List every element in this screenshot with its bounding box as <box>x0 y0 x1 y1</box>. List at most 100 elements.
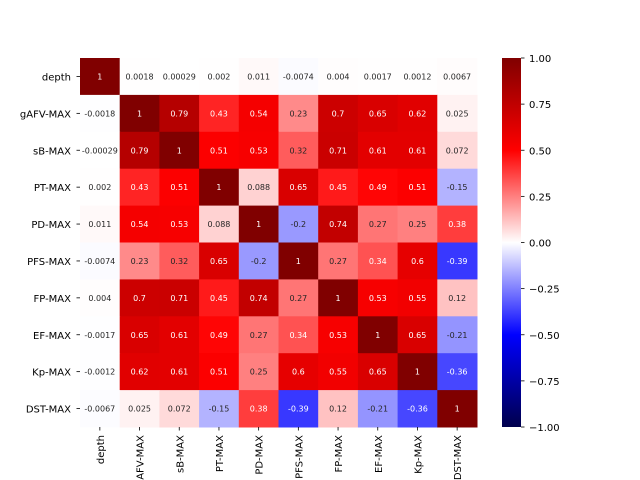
heatmap-cell <box>357 316 399 354</box>
cell-annotation: 0.34 <box>369 257 387 266</box>
cell-annotation: 0.6 <box>292 368 305 377</box>
colorbar-tick-label: −0.50 <box>529 331 560 342</box>
cell-annotation: 0.27 <box>289 294 307 303</box>
heatmap-cell <box>159 316 200 354</box>
colorbar-ticks: 1.00 0.75 0.50 0.25 0.00 −0.25 −0.50 −0.75 −1.00 <box>521 54 560 434</box>
cell-annotation: 1 <box>137 109 142 118</box>
heatmap-cell <box>278 279 319 317</box>
cell-annotation: 0.65 <box>369 368 387 377</box>
cell-annotation: 0.072 <box>446 146 469 155</box>
heatmap-cell <box>80 205 121 243</box>
heatmap-cell <box>318 58 359 96</box>
heatmap-cell <box>397 168 438 207</box>
heatmap-cell <box>318 242 359 280</box>
y-tick-label: sB-MAX <box>33 146 71 157</box>
cell-annotation: 0.53 <box>250 146 268 155</box>
cell-annotation: 0.38 <box>250 405 268 414</box>
heatmap-cell <box>159 205 200 243</box>
y-tick-label: EF-MAX <box>33 331 71 342</box>
heatmap-cell <box>357 205 399 243</box>
heatmap-cell <box>199 390 240 428</box>
y-tick-label: PT-MAX <box>34 183 71 194</box>
cell-annotation: 0.61 <box>369 146 387 155</box>
heatmap-cell <box>278 58 319 96</box>
cell-annotation: 0.65 <box>409 331 427 340</box>
heatmap-cell <box>437 390 478 428</box>
heatmap-cell <box>357 242 399 280</box>
heatmap-cell <box>357 353 399 391</box>
cell-annotation: 0.61 <box>409 146 427 155</box>
heatmap-cell <box>80 316 121 354</box>
cell-annotation: 0.32 <box>170 257 188 266</box>
x-tick-label: depth <box>96 435 107 464</box>
x-tick-label: PD-MAX <box>255 435 266 475</box>
y-tick-label: Kp-MAX <box>32 368 71 379</box>
cell-annotation: 0.002 <box>207 72 230 81</box>
cell-annotation: 0.65 <box>210 257 228 266</box>
cell-annotation: 0.011 <box>247 72 270 81</box>
heatmap-cell <box>278 205 319 243</box>
heatmap-cell <box>437 316 478 354</box>
heatmap-cell <box>318 390 359 428</box>
heatmap-cell <box>278 168 319 207</box>
heatmap-cell <box>397 131 438 170</box>
cell-annotation: 0.6 <box>411 257 424 266</box>
cell-annotation: 0.00029 <box>163 72 196 81</box>
heatmap-cell <box>199 131 240 170</box>
y-axis: depth gAFV-MAX sB-MAX PT-MAX PD-MAX PFS-MAX FP… <box>20 72 80 416</box>
cell-annotation: 0.43 <box>210 109 228 118</box>
cell-annotation: 0.55 <box>329 368 347 377</box>
heatmap-cell <box>318 131 359 170</box>
y-tick-label: FP-MAX <box>34 294 72 305</box>
heatmap-cell <box>318 94 359 133</box>
cell-annotation: -0.0074 <box>283 72 314 81</box>
cell-annotation: -0.0012 <box>84 368 115 377</box>
heatmap-cell <box>80 131 121 170</box>
cell-annotation: -0.15 <box>447 183 468 192</box>
heatmap-cell <box>397 205 438 243</box>
cell-annotation: 0.23 <box>131 257 149 266</box>
heatmap-cell <box>318 279 359 317</box>
cell-annotation: 0.7 <box>133 294 146 303</box>
x-tick-label: Kp-MAX <box>413 435 424 474</box>
heatmap-cell <box>119 390 160 428</box>
cell-annotation: -0.15 <box>209 405 230 414</box>
cell-annotation: 1 <box>336 294 341 303</box>
heatmap-cell <box>278 353 319 391</box>
cell-annotation: 0.27 <box>329 257 347 266</box>
cell-annotation: 0.61 <box>170 331 188 340</box>
heatmap-cell <box>80 242 121 280</box>
heatmap-cell <box>238 205 279 243</box>
heatmap-cell <box>437 58 478 96</box>
heatmap-cell <box>318 205 359 243</box>
heatmap-cell <box>437 242 478 280</box>
heatmap-cell <box>80 58 121 96</box>
heatmap-cell <box>318 316 359 354</box>
x-tick-label: EF-MAX <box>374 435 385 473</box>
heatmap-cell <box>397 58 438 96</box>
cell-annotation: 0.025 <box>128 405 151 414</box>
heatmap-cell <box>199 279 240 317</box>
colorbar-tick-label: −0.25 <box>529 285 560 296</box>
cell-annotation: -0.36 <box>407 405 428 414</box>
heatmap-cell <box>80 390 121 428</box>
cell-annotation: 1 <box>415 368 420 377</box>
heatmap-cell <box>199 316 240 354</box>
cell-annotation: 0.43 <box>131 183 149 192</box>
heatmap-cell <box>119 242 160 280</box>
heatmap-cell <box>437 94 478 133</box>
cell-annotation: 0.62 <box>131 368 149 377</box>
heatmap-cell <box>238 390 279 428</box>
heatmap-cell <box>119 58 160 96</box>
cell-annotation: 0.0018 <box>126 72 154 81</box>
cell-annotation: 0.53 <box>329 331 347 340</box>
cell-annotation: 0.25 <box>409 220 427 229</box>
cell-annotation: 1 <box>375 331 380 340</box>
cell-annotation: 0.004 <box>327 72 350 81</box>
colorbar-tick-label: −1.00 <box>529 423 560 434</box>
heatmap-cell <box>119 168 160 207</box>
heatmap-cell <box>278 390 319 428</box>
cell-annotation: -0.0018 <box>84 109 115 118</box>
cell-annotation: -0.0067 <box>84 405 115 414</box>
